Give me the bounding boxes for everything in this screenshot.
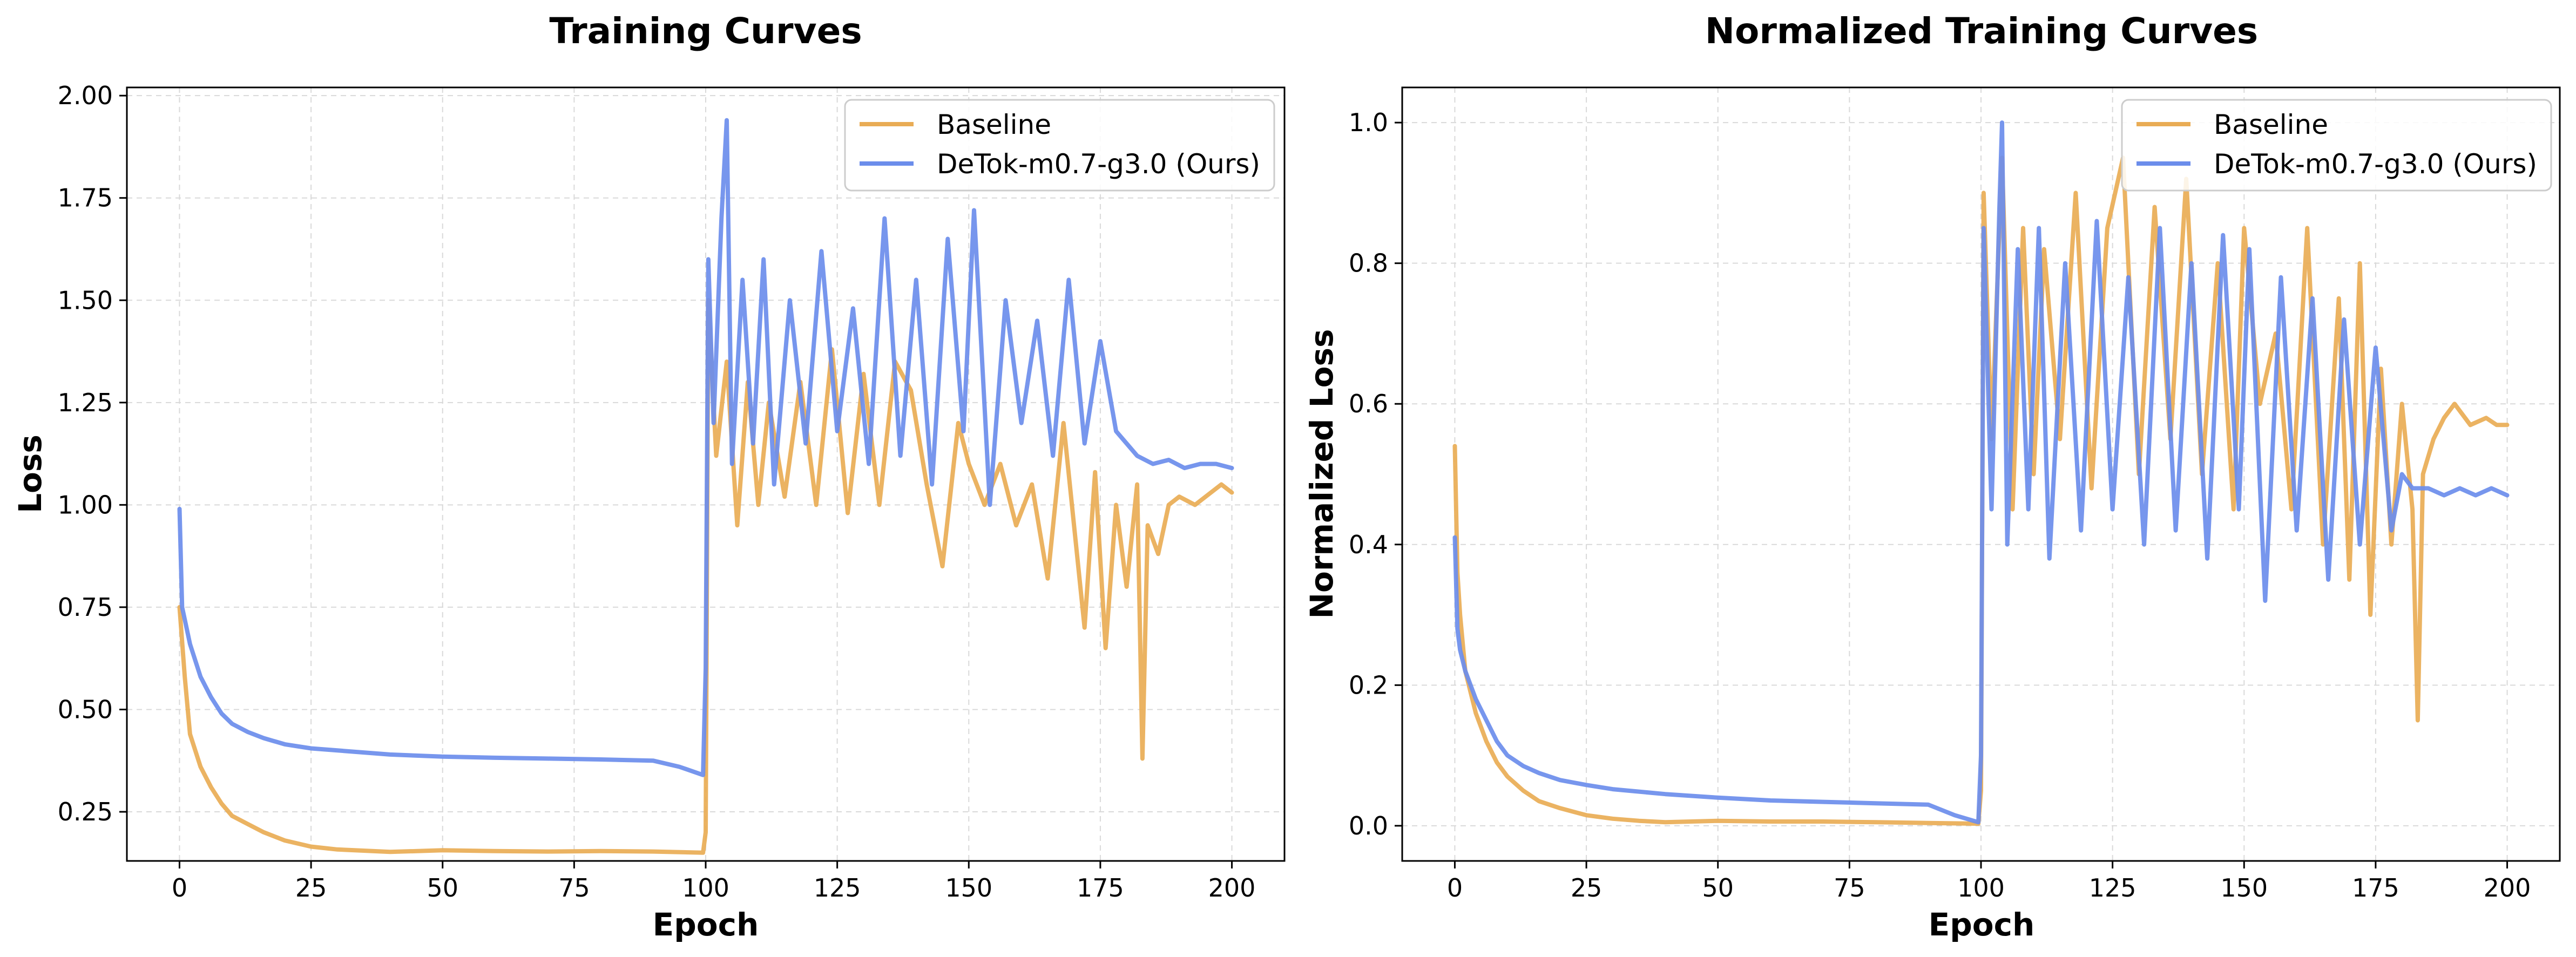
y-tick-label: 0.4 <box>1349 530 1388 559</box>
x-tick-label: 150 <box>2220 873 2268 902</box>
x-axis-label: Epoch <box>653 906 759 943</box>
x-tick-label: 175 <box>1077 873 1124 902</box>
x-tick-label: 25 <box>295 873 327 902</box>
y-tick-label: 1.75 <box>58 184 113 213</box>
chart-title: Training Curves <box>549 10 862 52</box>
y-tick-label: 1.00 <box>58 490 113 519</box>
y-tick-label: 0.75 <box>58 593 113 622</box>
y-tick-label: 0.8 <box>1349 249 1388 278</box>
legend-box <box>844 99 1275 192</box>
series-line-detok <box>1452 120 2510 825</box>
legend-label-detok: DeTok-m0.7-g3.0 (Ours) <box>2214 148 2537 180</box>
legend-box <box>2121 99 2552 192</box>
y-tick-label: 0.6 <box>1349 389 1388 418</box>
legend-label-detok: DeTok-m0.7-g3.0 (Ours) <box>937 148 1260 180</box>
x-tick-label: 200 <box>1208 873 1256 902</box>
x-tick-label: 50 <box>427 873 458 902</box>
x-tick-label: 25 <box>1571 873 1603 902</box>
x-tick-label: 0 <box>1447 873 1463 902</box>
y-tick-label: 0.0 <box>1349 811 1388 840</box>
y-tick-label: 0.2 <box>1349 670 1388 700</box>
chart-normalized-training-curves: Normalized Training Curves 0 25 50 75 100 125… <box>1303 10 2561 943</box>
y-axis-label: Normalized Loss <box>1303 329 1340 619</box>
x-axis-label: Epoch <box>1929 906 2035 943</box>
x-tick-label: 75 <box>1834 873 1865 902</box>
y-tick-label: 1.0 <box>1349 108 1388 137</box>
x-tick-label: 100 <box>1957 873 2005 902</box>
y-tick-label: 1.25 <box>58 388 113 417</box>
x-tick-label: 150 <box>945 873 992 902</box>
y-tick-label: 0.25 <box>58 797 113 826</box>
chart-training-curves: Training Curves 0 25 50 75 100 125 150 175 200 0.… <box>12 10 1286 943</box>
series-line-baseline <box>1452 155 2510 826</box>
x-tick-label: 0 <box>172 873 187 902</box>
y-tick-label: 2.00 <box>58 81 113 110</box>
x-tick-label: 200 <box>2484 873 2531 902</box>
legend-label-baseline: Baseline <box>2214 109 2328 140</box>
x-tick-label: 125 <box>2089 873 2136 902</box>
x-tick-label: 175 <box>2352 873 2399 902</box>
x-tick-label: 100 <box>682 873 729 902</box>
y-tick-label: 0.50 <box>58 695 113 724</box>
y-tick-label: 1.50 <box>58 286 113 315</box>
legend: Baseline DeTok-m0.7-g3.0 (Ours) <box>2121 99 2552 192</box>
x-tick-label: 125 <box>814 873 861 902</box>
series-line-detok <box>177 118 1234 777</box>
legend: Baseline DeTok-m0.7-g3.0 (Ours) <box>844 99 1275 192</box>
legend-label-baseline: Baseline <box>937 109 1051 140</box>
x-tick-label: 50 <box>1702 873 1734 902</box>
chart-title: Normalized Training Curves <box>1705 10 2258 52</box>
x-tick-label: 75 <box>558 873 590 902</box>
y-axis-label: Loss <box>12 435 49 513</box>
